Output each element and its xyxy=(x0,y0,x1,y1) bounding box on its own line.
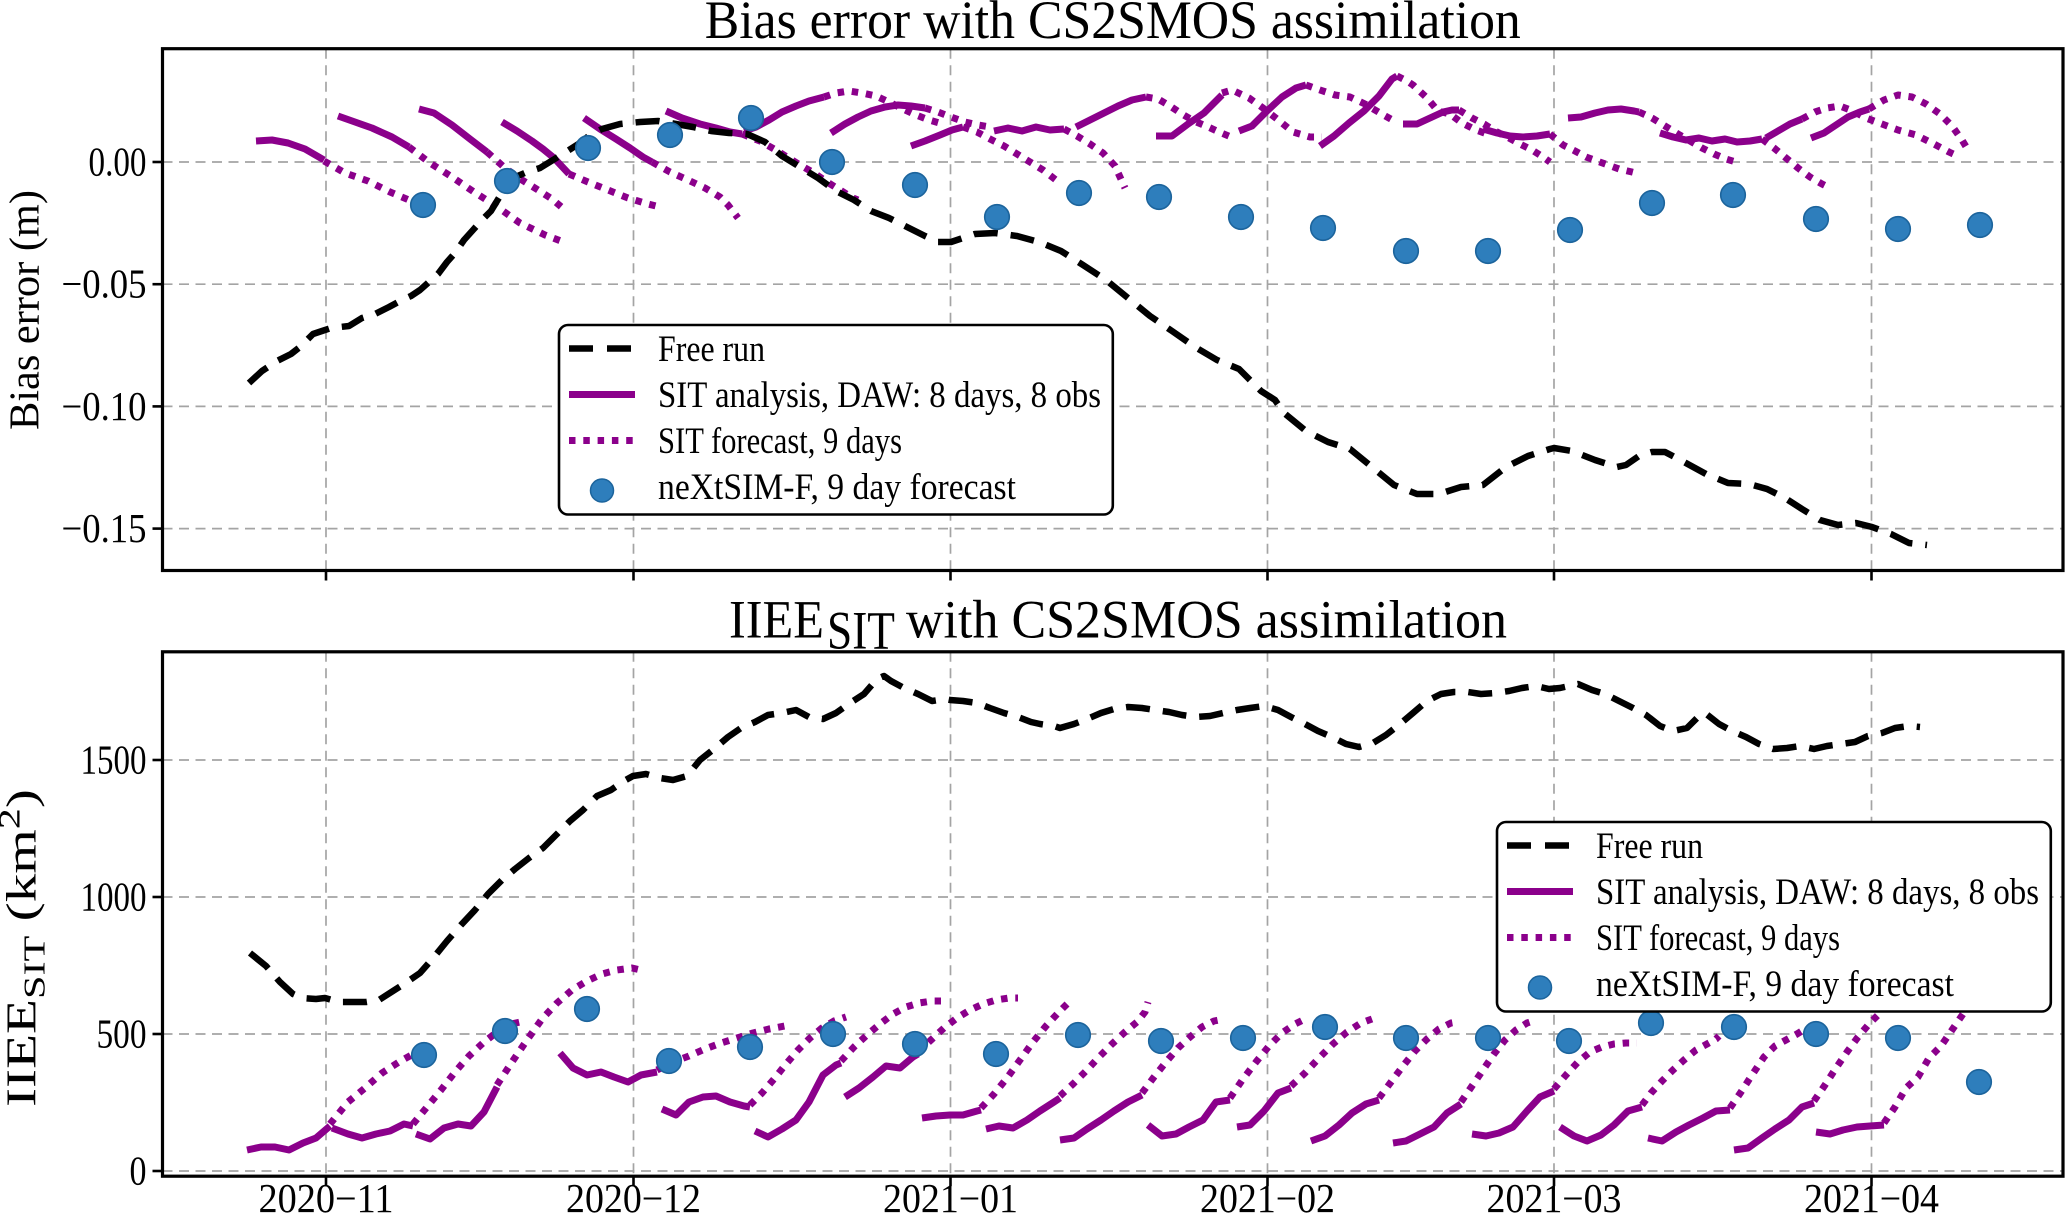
svg-text:neXtSIM-F, 9 day forecast: neXtSIM-F, 9 day forecast xyxy=(1596,964,1955,1005)
svg-text:SIT analysis, DAW: 8 days, 8 o: SIT analysis, DAW: 8 days, 8 obs xyxy=(1596,872,2039,913)
svg-text:2020−11: 2020−11 xyxy=(259,1175,394,1214)
svg-text:Bias error (m): Bias error (m) xyxy=(3,190,49,430)
svg-text:SIT analysis, DAW: 8 days, 8 o: SIT analysis, DAW: 8 days, 8 obs xyxy=(658,375,1101,416)
svg-text:0.00: 0.00 xyxy=(89,139,147,185)
svg-text:2021−02: 2021−02 xyxy=(1200,1175,1335,1214)
svg-text:2020−12: 2020−12 xyxy=(566,1175,701,1214)
svg-text:Free run: Free run xyxy=(1596,826,1703,867)
svg-text:IIEESIT (km2): IIEESIT (km2) xyxy=(0,789,52,1107)
svg-text:Bias error with CS2SMOS assimi: Bias error with CS2SMOS assimilation xyxy=(705,0,1521,50)
svg-text:1500: 1500 xyxy=(81,737,147,783)
svg-text:with CS2SMOS assimilation: with CS2SMOS assimilation xyxy=(906,590,1507,650)
svg-text:−0.10: −0.10 xyxy=(62,383,147,429)
svg-text:SIT forecast, 9 days: SIT forecast, 9 days xyxy=(658,421,902,462)
svg-text:2021−01: 2021−01 xyxy=(883,1175,1018,1214)
svg-text:−0.05: −0.05 xyxy=(62,261,147,307)
svg-text:500: 500 xyxy=(97,1011,147,1057)
svg-text:neXtSIM-F, 9 day forecast: neXtSIM-F, 9 day forecast xyxy=(658,467,1017,508)
svg-text:2021−03: 2021−03 xyxy=(1487,1175,1622,1214)
svg-text:1000: 1000 xyxy=(81,874,147,920)
svg-text:SIT forecast, 9 days: SIT forecast, 9 days xyxy=(1596,918,1840,959)
svg-text:IIEE: IIEE xyxy=(729,590,824,650)
svg-text:SIT: SIT xyxy=(827,601,895,661)
svg-text:Free run: Free run xyxy=(658,329,765,370)
svg-text:2021−04: 2021−04 xyxy=(1804,1175,1939,1214)
svg-text:−0.15: −0.15 xyxy=(62,505,147,551)
svg-text:0: 0 xyxy=(130,1148,147,1194)
